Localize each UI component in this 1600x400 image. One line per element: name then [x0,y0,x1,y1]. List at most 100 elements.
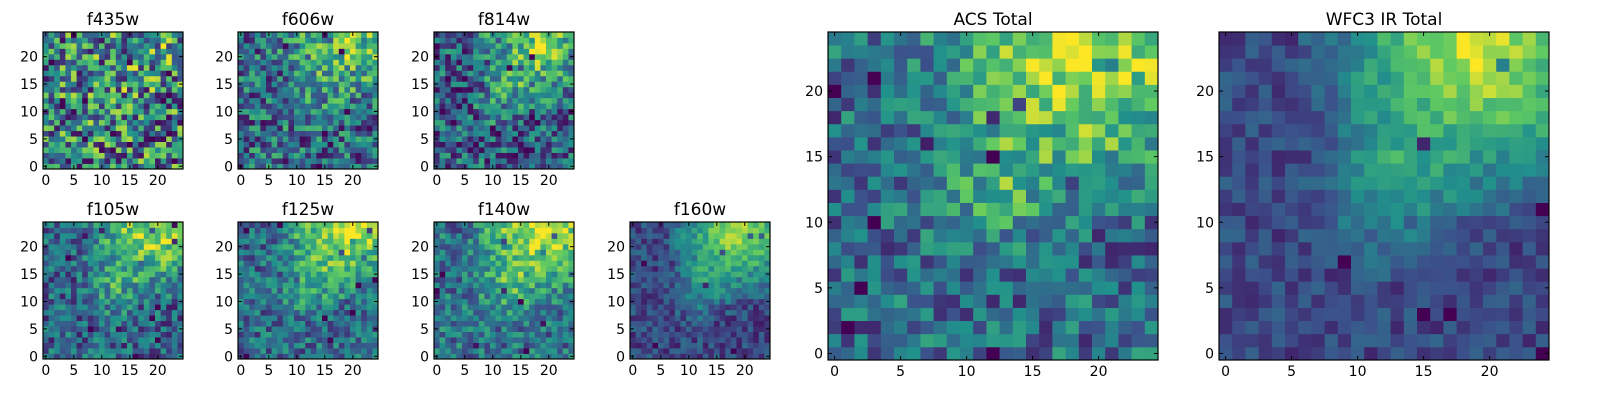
heatmap-cell [635,320,642,327]
heatmap-cell [557,287,564,294]
heatmap-cell [104,276,111,283]
heatmap-cell [82,53,89,60]
heatmap-cell [484,119,491,126]
heatmap-cell [490,243,496,250]
heatmap-cell [104,48,111,55]
heatmap-cell [490,152,496,159]
heatmap-cell [562,130,569,137]
heatmap-cell [344,42,351,49]
heatmap-cell [104,293,111,300]
heatmap-cell [43,59,49,66]
heatmap-cell [512,254,519,261]
heatmap-cell [1052,307,1066,322]
heatmap-cell [557,152,564,159]
heatmap-cell [501,249,508,256]
heatmap-cell [557,320,564,327]
heatmap-cell [686,315,692,322]
heatmap-cell [462,75,468,82]
heatmap-cell [450,130,457,137]
heatmap-cell [76,97,83,104]
heatmap-cell [534,108,541,115]
heatmap-cell [99,249,105,256]
heatmap-cell [366,249,373,256]
heatmap-cell [646,304,653,311]
heatmap-cell [310,254,317,261]
heatmap-cell [59,287,66,294]
heatmap-cell [686,287,692,294]
heatmap-cell [254,260,261,267]
heatmap-cell [635,348,642,354]
heatmap-cell [501,265,508,272]
heatmap-cell [946,228,961,243]
heatmap-cell [658,238,664,245]
heatmap-cell [71,342,77,349]
heatmap-cell [680,265,687,272]
heatmap-cell [1052,215,1066,230]
heatmap-cell [546,92,552,99]
heatmap-cell [1078,228,1093,243]
heatmap-cell [523,304,530,311]
heatmap-cell [288,293,295,300]
heatmap-cell [350,276,356,283]
heatmap-cell [277,249,284,256]
heatmap-cell [501,304,508,311]
heatmap-cell [350,331,356,338]
heatmap-cell [986,281,1000,295]
heatmap-cell [501,152,508,159]
heatmap-cell [1026,202,1040,217]
heatmap-cell [243,353,250,360]
heatmap-cell [450,293,457,300]
heatmap-cell [894,307,908,322]
heatmap-cell [546,103,552,110]
heatmap-cell [355,271,362,278]
heatmap-cell [540,136,547,142]
heatmap-cell [243,130,250,137]
heatmap-cell [747,293,754,300]
heatmap-cell [48,64,55,71]
heatmap-cell [243,37,250,44]
heatmap-cell [450,271,457,278]
heatmap-cell [495,287,502,294]
heatmap-cell [177,37,184,44]
heatmap-cell [299,59,306,66]
heatmap-cell [82,337,89,343]
heatmap-cell [316,64,323,71]
heatmap-cell [467,64,474,71]
heatmap-cell [366,108,373,115]
heatmap-cell [546,304,552,311]
heatmap-cell [65,37,72,44]
heatmap-cell [462,227,468,234]
heatmap-cell [456,326,463,332]
heatmap-cell [473,282,480,289]
heatmap-cell [568,86,575,93]
heatmap-cell [305,326,312,332]
heatmap-cell [434,92,440,99]
heatmap-cell [880,241,895,256]
heatmap-cell [93,309,100,316]
heatmap-cell [467,103,474,110]
heatmap-cell [115,86,122,93]
heatmap-cell [445,287,452,294]
heatmap-cell [110,59,117,66]
x-tick-label: 20 [149,173,167,189]
heatmap-cell [1012,320,1027,335]
heatmap-cell [506,353,513,360]
heatmap-cell [702,287,709,294]
heatmap-cell [473,158,480,164]
heatmap-cell [551,342,558,349]
heatmap-cell [333,92,340,99]
heatmap-cell [322,42,328,49]
heatmap-cell [110,287,117,294]
heatmap-cell [478,276,485,283]
heatmap-cell [305,331,312,338]
heatmap-cell [350,48,356,55]
heatmap-cell [747,320,754,327]
heatmap-cell [658,260,664,267]
heatmap-cell [456,152,463,159]
heatmap-cell [338,227,345,234]
heatmap-cell [894,346,908,361]
heatmap-cell [708,353,715,360]
heatmap-cell [93,238,100,245]
heatmap-cell [166,298,173,305]
heatmap-cell [344,320,351,327]
